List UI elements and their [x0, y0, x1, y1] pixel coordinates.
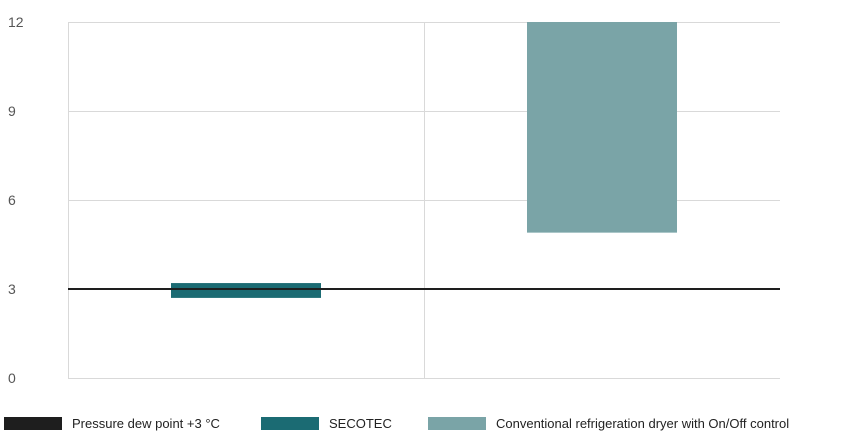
legend-item-conventional: Conventional refrigeration dryer with On…	[428, 416, 789, 431]
bar-conventional-refrigeration-dryer-with-on-off-control	[527, 22, 677, 233]
y-tick-label-3: 3	[8, 281, 16, 297]
y-tick-label-0: 0	[8, 370, 16, 386]
legend-swatch-conventional	[428, 417, 486, 430]
bars	[171, 22, 677, 298]
legend-label-dew-point: Pressure dew point +3 °C	[72, 416, 220, 431]
chart: 0 3 6 9 12	[8, 14, 780, 386]
legend-swatch-dew-point	[4, 417, 62, 430]
y-tick-label-9: 9	[8, 103, 16, 119]
legend: Pressure dew point +3 °C SECOTEC Convent…	[0, 412, 846, 434]
legend-item-dew-point: Pressure dew point +3 °C	[4, 416, 220, 431]
y-tick-label-12: 12	[8, 14, 24, 30]
bar-secotec	[171, 283, 321, 298]
y-axis-ticks: 0 3 6 9 12	[8, 14, 24, 386]
y-tick-label-6: 6	[8, 192, 16, 208]
legend-label-conventional: Conventional refrigeration dryer with On…	[496, 416, 790, 431]
legend-swatch-secotec	[261, 417, 319, 430]
legend-label-secotec: SECOTEC	[329, 416, 392, 431]
legend-item-secotec: SECOTEC	[261, 416, 392, 431]
